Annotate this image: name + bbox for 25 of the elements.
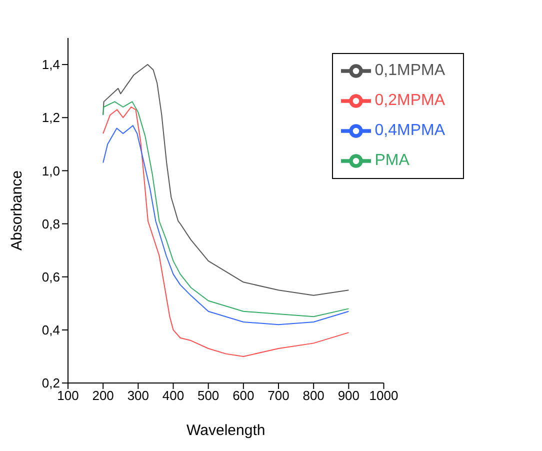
x-tick-label: 900 [338, 388, 360, 404]
x-tick-label: 700 [268, 388, 290, 404]
y-tick-label: 0,4 [42, 322, 60, 338]
y-tick-label: 1,0 [42, 163, 60, 178]
y-tick-label: 1,2 [42, 110, 60, 126]
y-axis-title: Absorbance [8, 170, 26, 250]
y-tick-label: 0,8 [42, 216, 60, 232]
x-tick-label: 500 [197, 388, 220, 404]
x-tick-label: 200 [92, 388, 114, 404]
legend-label: 0,4MPMA [374, 122, 445, 140]
x-axis-title: Wavelength [186, 422, 266, 439]
line-series [102, 106, 350, 357]
legend-label: 0,1MPMA [374, 62, 445, 80]
y-tick-label: 0,6 [42, 269, 60, 284]
y-tick-label: 1,4 [42, 57, 60, 72]
line-series [102, 64, 350, 296]
x-tick-label: 800 [302, 388, 324, 404]
y-tick-label: 0,2 [42, 376, 60, 391]
x-tick-label: 400 [162, 388, 184, 404]
x-tick-label: 600 [232, 388, 254, 404]
x-tick-label: 300 [127, 388, 150, 404]
legend-label: PMA [374, 152, 410, 170]
x-tick-label: 100 [57, 388, 79, 404]
legend-label: 0,2MPMA [374, 92, 445, 110]
x-tick-label: 1000 [369, 388, 398, 404]
